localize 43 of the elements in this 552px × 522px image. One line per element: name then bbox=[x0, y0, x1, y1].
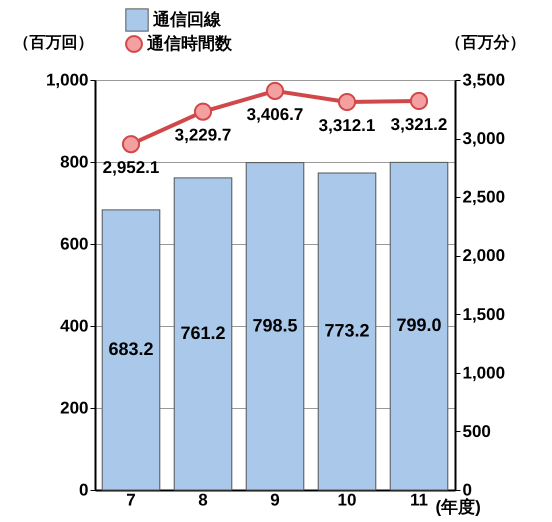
x-tick-label: 11 bbox=[410, 490, 428, 510]
data-label: 3,312.1 bbox=[318, 116, 376, 136]
y-tick-label: 400 bbox=[60, 316, 88, 336]
point bbox=[410, 92, 428, 110]
y2-tick-label: 2,000 bbox=[462, 246, 506, 266]
y-tick-label: 600 bbox=[60, 234, 88, 254]
y-axis-title: （百万回） bbox=[14, 34, 94, 52]
legend-label: 通信時間数 bbox=[146, 34, 233, 53]
y-tick-label: 0 bbox=[79, 480, 88, 500]
data-label: 799.0 bbox=[396, 315, 442, 336]
y2-tick-label: 3,000 bbox=[462, 129, 506, 148]
data-label: 3,229.7 bbox=[174, 126, 232, 145]
data-label: 798.5 bbox=[252, 315, 298, 336]
legend-label: 通信回線 bbox=[152, 10, 222, 29]
bar bbox=[174, 177, 232, 490]
point bbox=[194, 102, 212, 121]
y2-tick-label: 3,500 bbox=[462, 70, 506, 90]
bar bbox=[318, 172, 376, 490]
point bbox=[338, 92, 356, 112]
y-tick-label: 800 bbox=[60, 152, 88, 172]
bar bbox=[390, 162, 448, 490]
data-label: 773.2 bbox=[324, 320, 370, 340]
data-label: 3,406.7 bbox=[246, 104, 304, 124]
x-tick-label: 7 bbox=[126, 490, 136, 510]
x-tick-label: 10 bbox=[338, 490, 356, 510]
data-label: 683.2 bbox=[108, 338, 154, 359]
bar bbox=[102, 209, 160, 490]
x-tick-label: 8 bbox=[198, 490, 208, 510]
data-label: 3,321.2 bbox=[390, 114, 448, 134]
y2-tick-label: 2,500 bbox=[462, 188, 506, 207]
y2-tick-label: 1,000 bbox=[462, 363, 506, 382]
y2-tick-label: 1,500 bbox=[462, 304, 506, 324]
bar bbox=[246, 162, 304, 490]
data-label: 761.2 bbox=[180, 322, 226, 343]
point bbox=[122, 135, 140, 154]
x-axis-title: (年度) bbox=[436, 498, 481, 516]
data-label: 2,952.1 bbox=[102, 158, 160, 178]
y-tick-label: 1,000 bbox=[46, 70, 88, 90]
y-tick-label: 200 bbox=[60, 398, 88, 418]
y2-tick-label: 500 bbox=[462, 422, 491, 441]
point bbox=[266, 82, 284, 100]
y2-axis-title: （百万分） bbox=[446, 34, 526, 52]
x-tick-label: 9 bbox=[270, 490, 280, 510]
